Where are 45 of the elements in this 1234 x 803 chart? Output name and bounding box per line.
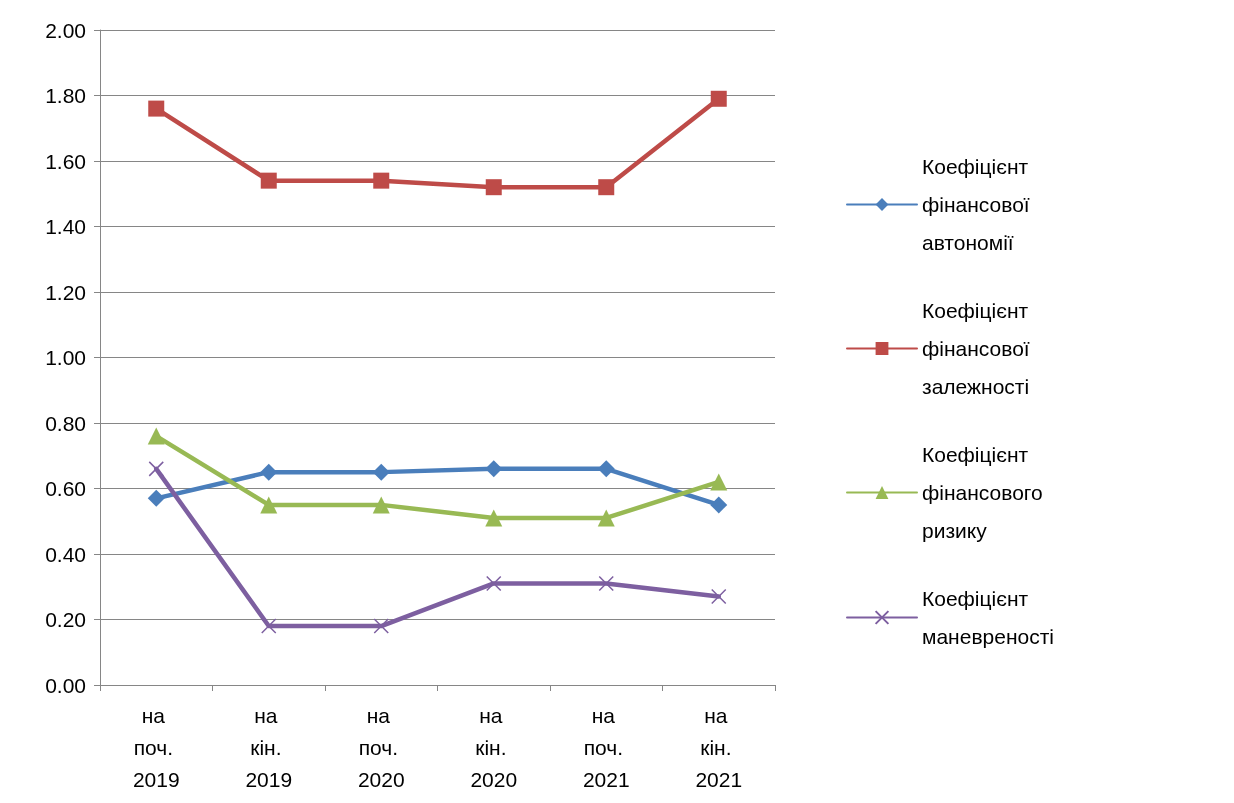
y-tick-label: 1.00	[45, 346, 86, 369]
y-tick-label: 0.00	[45, 673, 86, 697]
point	[598, 179, 615, 196]
point	[485, 509, 503, 527]
point	[485, 460, 503, 478]
point	[148, 100, 165, 117]
y-tick-label: 2.00	[45, 18, 86, 42]
y-tick-label: 1.40	[45, 215, 86, 238]
point	[147, 489, 165, 507]
x-tick-label: на кін. 2019	[245, 703, 293, 791]
point	[597, 460, 615, 478]
x-tick-label: на поч. 2019	[132, 703, 180, 791]
point	[147, 427, 165, 445]
y-tick-label: 0.60	[45, 477, 86, 500]
x-tick-label: на поч. 2021	[582, 703, 630, 791]
point	[486, 575, 502, 592]
point	[148, 461, 164, 477]
point	[261, 618, 277, 634]
y-tick-label: 0.80	[45, 411, 86, 435]
y-tick-label: 0.20	[45, 608, 86, 631]
point	[710, 473, 728, 491]
point	[260, 172, 277, 189]
x-tick-label: на поч. 2020	[357, 703, 405, 791]
point	[598, 575, 614, 592]
legend-label: Коефіцієнт фінансової автономії	[922, 155, 1036, 254]
legend-label: Коефіцієнт фінансового ризику	[922, 443, 1049, 542]
point	[711, 588, 727, 605]
y-tick-label: 0.40	[45, 542, 86, 566]
point	[710, 496, 728, 514]
x-tick-label: на кін. 2020	[470, 703, 518, 791]
point	[260, 463, 278, 481]
point	[372, 496, 390, 514]
point	[485, 179, 502, 196]
point	[373, 172, 390, 189]
legend-label: Коефіцієнт маневреності	[922, 587, 1054, 648]
y-tick-label: 1.20	[45, 280, 86, 304]
y-tick-label: 1.60	[45, 149, 86, 173]
legend-label: Коефіцієнт фінансової залежності	[922, 299, 1036, 398]
point	[597, 509, 615, 527]
point	[710, 90, 727, 107]
y-tick-label: 1.80	[45, 84, 86, 107]
x-tick-label: на кін. 2021	[695, 703, 743, 791]
point	[372, 463, 390, 481]
point	[373, 618, 389, 634]
point	[260, 496, 278, 514]
